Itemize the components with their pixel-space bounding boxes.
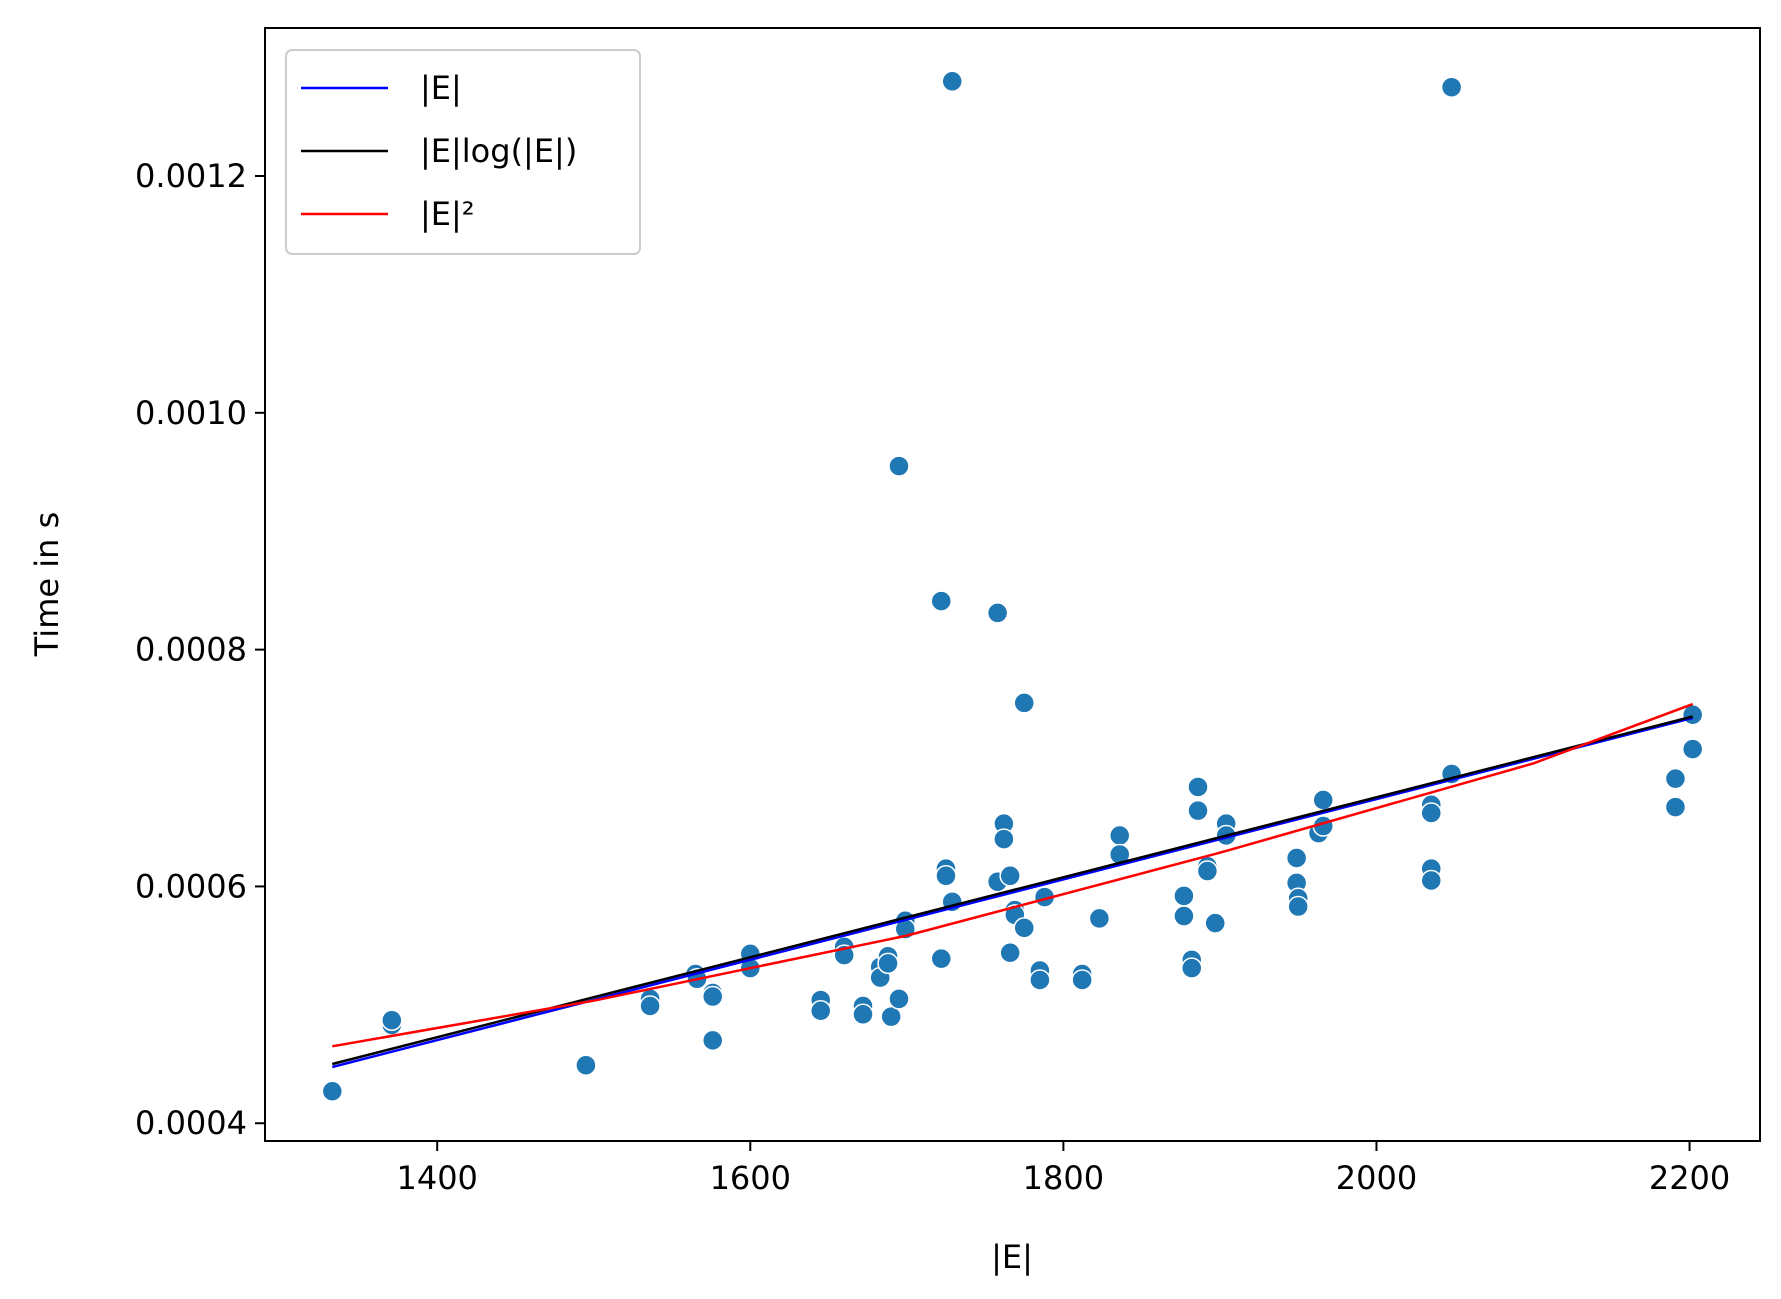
data-point <box>999 865 1021 887</box>
data-point <box>1071 969 1093 991</box>
y-tick-label: 0.0004 <box>135 1104 247 1142</box>
data-point <box>986 602 1009 624</box>
data-point <box>1204 912 1226 934</box>
data-point <box>941 70 963 93</box>
data-point <box>1420 802 1443 824</box>
data-point <box>809 1000 832 1022</box>
y-tick-label: 0.0008 <box>135 631 247 669</box>
data-point <box>1029 969 1051 991</box>
data-point <box>1420 869 1443 892</box>
y-tick-label: 0.0010 <box>135 394 247 432</box>
data-point <box>880 1005 902 1028</box>
data-point <box>639 995 661 1017</box>
data-point <box>1173 885 1195 907</box>
x-axis: 1400 1600 1800 2000 2200 <box>396 1141 1730 1197</box>
data-point <box>1088 907 1111 930</box>
data-point <box>999 941 1021 964</box>
y-axis-label: Time in s <box>28 512 66 658</box>
data-point <box>1287 895 1309 918</box>
data-point <box>935 865 957 887</box>
x-tick-label: 2200 <box>1649 1159 1730 1197</box>
data-point <box>381 1009 403 1031</box>
data-point <box>1187 799 1209 822</box>
y-axis: 0.0004 0.0006 0.0008 0.0010 0.0012 <box>135 157 265 1142</box>
fit-line-2 <box>332 702 1694 1048</box>
data-point <box>1664 796 1687 818</box>
x-tick-label: 1400 <box>396 1159 477 1197</box>
plot-frame <box>264 27 1761 1142</box>
data-point <box>575 1054 597 1076</box>
legend-label-e-squared: |E|² <box>420 195 475 233</box>
legend-label-elog: |E|log(|E|) <box>420 132 577 170</box>
x-axis-label: |E| <box>991 1238 1033 1276</box>
data-point <box>993 828 1015 850</box>
data-point <box>1180 957 1203 979</box>
data-point <box>1681 738 1704 760</box>
data-point <box>701 985 724 1008</box>
fit-line-0 <box>331 716 1694 1069</box>
data-point <box>701 1029 724 1052</box>
data-point <box>1173 905 1195 927</box>
scatter-points <box>321 70 1704 1103</box>
data-point <box>1285 847 1308 869</box>
x-tick-label: 2000 <box>1336 1159 1417 1197</box>
data-point <box>1013 917 1035 939</box>
x-tick-label: 1800 <box>1023 1159 1104 1197</box>
data-point <box>877 952 899 975</box>
legend-label-e: |E| <box>420 69 462 107</box>
data-point <box>1187 776 1209 798</box>
data-point <box>1440 76 1463 98</box>
x-tick-label: 1600 <box>710 1159 791 1197</box>
data-point <box>888 455 910 477</box>
legend-box <box>285 49 641 255</box>
data-point <box>1664 767 1687 790</box>
data-point <box>930 590 953 612</box>
y-tick-label: 0.0006 <box>135 867 247 905</box>
data-point <box>852 1003 874 1026</box>
data-point <box>1196 860 1219 882</box>
data-point <box>888 988 910 1010</box>
data-point <box>1108 824 1131 847</box>
data-point <box>1013 692 1035 714</box>
data-point <box>321 1080 344 1103</box>
y-tick-label: 0.0012 <box>135 157 247 195</box>
data-point <box>930 947 953 970</box>
fit-lines <box>331 702 1694 1069</box>
legend: |E| |E|log(|E|) |E|² <box>285 49 641 255</box>
data-point <box>1312 789 1334 811</box>
